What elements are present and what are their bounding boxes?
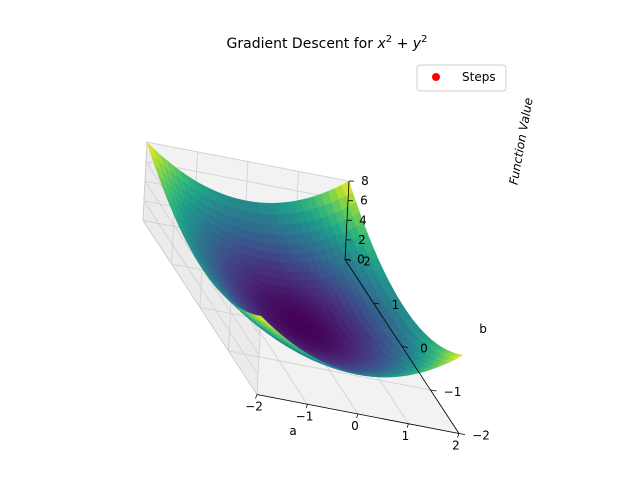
title-exp-1: 2 [386, 34, 392, 45]
x-tick-label: 2 [452, 439, 460, 453]
x-tick [305, 404, 308, 409]
y-tick [373, 302, 380, 305]
z-tick-label: 4 [359, 213, 367, 227]
y-tick [430, 389, 437, 392]
legend-label-steps: Steps [462, 70, 496, 84]
title-var-x: x [376, 36, 386, 52]
x-tick-label: 1 [402, 429, 410, 443]
x-axis-label: a [289, 424, 296, 438]
y-tick-label: −2 [472, 429, 490, 443]
y-tick-label: 0 [420, 342, 428, 356]
title-plus: + [392, 36, 413, 52]
surface-patch [256, 315, 269, 323]
z-tick-label: 0 [357, 253, 365, 267]
x-tick-label: −2 [245, 400, 263, 414]
y-tick-label: −1 [444, 385, 462, 399]
z-tick-label: 2 [358, 233, 366, 247]
x-tick [406, 423, 409, 428]
z-tick-label: 8 [361, 174, 369, 188]
x-tick-label: 0 [351, 419, 359, 433]
legend-marker-steps [432, 73, 440, 81]
title-prefix: Gradient Descent for [227, 36, 378, 52]
x-tick-label: −1 [296, 409, 314, 423]
surface-patch [451, 354, 464, 360]
x-tick [356, 413, 359, 419]
x-tick [457, 433, 460, 438]
y-tick [458, 433, 466, 435]
y-axis-label: b [479, 322, 487, 336]
title-var-y: y [412, 36, 422, 52]
y-tick [401, 346, 409, 348]
surface-plot [146, 141, 464, 378]
chart-title: Gradient Descent for x2 + y2 [227, 34, 428, 52]
surface-patch [146, 141, 158, 160]
z-axis-label: Function Value [507, 97, 536, 186]
z-tick-label: 6 [360, 194, 368, 208]
legend: Steps [416, 64, 507, 92]
y-tick-label: 2 [363, 255, 371, 269]
title-exp-2: 2 [421, 34, 427, 45]
x-tick [255, 394, 258, 399]
legend-frame [416, 64, 507, 92]
y-tick-label: 1 [392, 298, 400, 312]
